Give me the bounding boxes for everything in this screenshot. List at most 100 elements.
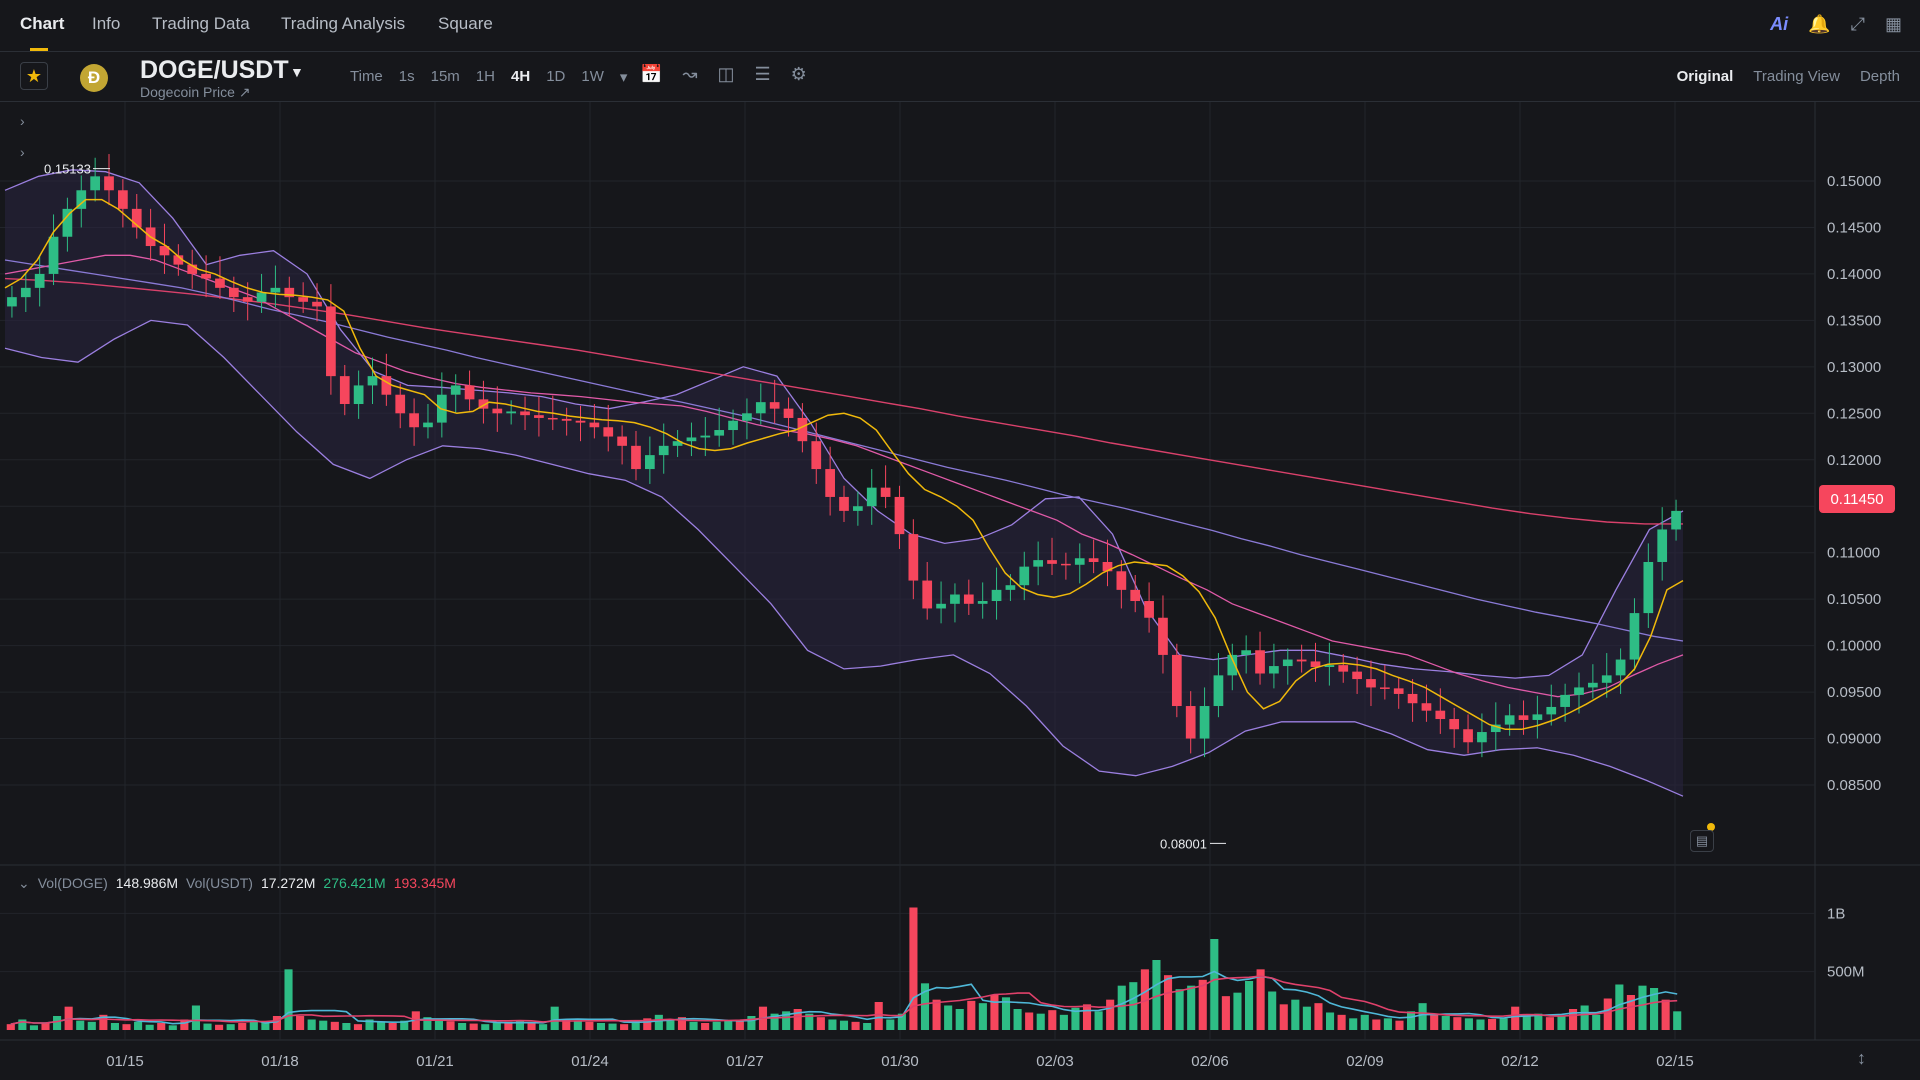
tab-info[interactable]: Info (92, 14, 121, 33)
interval-1d[interactable]: 1D (546, 68, 566, 85)
volume-bar (643, 1018, 652, 1030)
view-depth[interactable]: Depth (1859, 68, 1900, 85)
volume-bar (1059, 1014, 1068, 1030)
gear-icon[interactable]: ⚙ (790, 64, 807, 84)
volume-ma-fast-line (10, 970, 1678, 1025)
top-navigation: Chart Info Trading Data Trading Analysis… (0, 0, 1920, 52)
volume-bar (145, 1024, 154, 1030)
ai-icon[interactable]: Ai (1770, 14, 1789, 34)
candle-body (104, 176, 114, 191)
volume-bar (1580, 1005, 1589, 1030)
candle-body (1130, 589, 1141, 602)
candle-body (242, 297, 253, 302)
candle-body (672, 441, 683, 446)
candle-body (492, 408, 503, 414)
candle-body (534, 415, 544, 418)
collapse-icon[interactable]: ⤢ (1850, 14, 1865, 34)
expand-indicator-chevron-icon[interactable]: › (20, 113, 25, 129)
volume-bar (203, 1023, 212, 1030)
candle-body (1199, 706, 1210, 739)
candle-body (991, 589, 1002, 602)
candle-body (201, 273, 211, 279)
grid-icon[interactable]: ▦ (1884, 14, 1902, 34)
candle-body (187, 264, 198, 274)
volume-bar (967, 1000, 976, 1030)
pair-title[interactable]: DOGE/USDT (140, 56, 289, 84)
volume-bar (29, 1025, 38, 1030)
candle-body (1463, 729, 1473, 743)
vol-ma2-value: 193.345M (393, 875, 456, 891)
favorite-star-icon[interactable]: ★ (20, 62, 48, 90)
candle-body (381, 376, 392, 395)
candle-body (256, 292, 267, 302)
volume-bar (712, 1021, 721, 1030)
candle-body (48, 236, 59, 274)
interval-1h[interactable]: 1H (475, 68, 495, 85)
candle-type-icon[interactable]: ◫ (717, 64, 735, 84)
volume-bar (955, 1009, 964, 1030)
candle-body (131, 208, 142, 228)
settings-list-icon[interactable]: ☰ (754, 64, 771, 84)
candle-body (1532, 714, 1543, 720)
candle-body (450, 385, 461, 395)
volume-bar (388, 1023, 397, 1030)
calendar-icon[interactable]: 📅 (640, 64, 663, 84)
candle-body (631, 445, 641, 470)
volume-bar (1557, 1016, 1566, 1030)
volume-bar (122, 1024, 131, 1030)
candle-body (326, 306, 336, 377)
volume-bar (1082, 1004, 1092, 1030)
time-tick-label: 01/21 (416, 1053, 454, 1070)
volume-bar (1349, 1018, 1358, 1030)
volume-bar (307, 1019, 316, 1030)
view-trading-view[interactable]: Trading View (1753, 68, 1840, 85)
candle-body (1421, 703, 1432, 711)
interval-more-chevron-icon[interactable]: ▾ (619, 69, 628, 86)
bell-icon[interactable]: 🔔 (1808, 14, 1831, 34)
volume-bar (1071, 1007, 1080, 1030)
note-icon[interactable]: ▤ (1690, 830, 1714, 852)
vol-usdt-value: 17.272M (260, 875, 316, 891)
pair-subtitle-link[interactable]: Dogecoin Price ↗ (140, 84, 251, 100)
volume-bar (608, 1023, 617, 1030)
candle-body (1671, 510, 1681, 530)
pair-dropdown-caret-icon[interactable]: ▼ (290, 64, 304, 80)
candle-body (367, 376, 378, 386)
volume-bar (215, 1024, 224, 1030)
volume-bar (1372, 1019, 1381, 1030)
tab-chart[interactable]: Chart (20, 14, 65, 33)
tab-square[interactable]: Square (438, 14, 493, 33)
volume-bar (1488, 1018, 1497, 1030)
candle-body (1185, 706, 1196, 739)
volume-bar (249, 1020, 258, 1030)
indicators-icon[interactable]: ↝ (682, 64, 698, 84)
interval-1w[interactable]: 1W (581, 68, 604, 85)
tab-trading-analysis[interactable]: Trading Analysis (281, 14, 406, 33)
candle-body (1047, 560, 1057, 564)
volume-bar (990, 995, 999, 1030)
volume-bar (1048, 1010, 1057, 1030)
candle-body (1102, 561, 1113, 572)
current-price-tag: 0.11450 (1819, 485, 1895, 513)
volume-bar (261, 1021, 270, 1030)
view-original[interactable]: Original (1676, 68, 1734, 85)
volume-bar (863, 1023, 872, 1030)
volume-bar (527, 1023, 536, 1030)
volume-bar (1325, 1012, 1335, 1030)
volume-bar (481, 1024, 490, 1030)
auto-scale-icon[interactable]: ↕ (1857, 1048, 1866, 1068)
volume-bar (1603, 998, 1612, 1030)
candle-body (617, 436, 627, 446)
interval-time[interactable]: Time (350, 68, 383, 85)
volume-collapse-chevron-icon[interactable]: ⌄ (18, 875, 30, 891)
interval-4h[interactable]: 4H (511, 68, 531, 85)
candle-body (1074, 558, 1085, 565)
volume-bar (1279, 1004, 1288, 1030)
expand-indicator-chevron-icon-2[interactable]: › (20, 144, 25, 160)
candle-body (825, 469, 835, 497)
interval-1s[interactable]: 1s (398, 68, 415, 85)
volume-bar (1302, 1006, 1311, 1030)
interval-15m[interactable]: 15m (430, 68, 460, 85)
tab-trading-data[interactable]: Trading Data (152, 14, 250, 33)
